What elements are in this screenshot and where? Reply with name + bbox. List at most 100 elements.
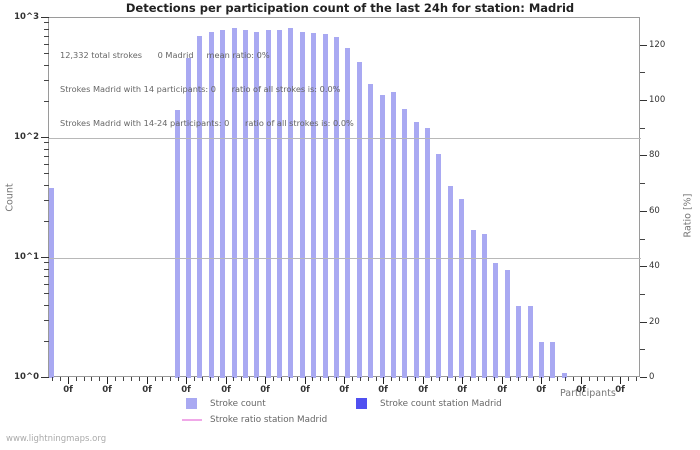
bar — [550, 342, 555, 378]
y-axis-minor-tick — [44, 53, 49, 54]
x-axis-tick-label: 0f — [142, 385, 152, 395]
x-axis-minor-tick — [312, 377, 313, 381]
y2-axis-major-tick — [640, 45, 647, 46]
x-axis-minor-tick — [533, 377, 534, 381]
chart-legend: Stroke count Stroke count station Madrid… — [0, 394, 700, 430]
x-axis-minor-tick — [597, 377, 598, 381]
x-axis-minor-tick — [486, 377, 487, 381]
bar — [505, 270, 510, 378]
x-axis-minor-tick — [360, 377, 361, 381]
x-axis-major-tick — [423, 377, 424, 384]
x-axis-minor-tick — [131, 377, 132, 381]
x-axis-minor-tick — [60, 377, 61, 381]
y2-axis-tick-label: 60 — [649, 206, 660, 216]
x-axis-major-tick — [186, 377, 187, 384]
bar — [414, 122, 419, 378]
y-axis-minor-tick — [44, 156, 49, 157]
y-axis-minor-tick — [44, 44, 49, 45]
y2-axis-tick-label: 0 — [649, 372, 655, 382]
bar — [539, 342, 544, 378]
x-axis-tick-labels: 0f 0f 0f 0f 0f 0f 0f 0f 0f 0f 0f 0f 0f 0f 0f — [0, 385, 700, 399]
y-axis-minor-tick — [44, 29, 49, 30]
x-axis-tick-label: 0f — [339, 385, 349, 395]
x-axis-tick-label: 0f — [221, 385, 231, 395]
bar — [49, 188, 54, 378]
bar — [220, 30, 225, 378]
y-axis-major-tick — [41, 257, 49, 258]
y2-axis-minor-tick — [640, 72, 645, 73]
x-axis-major-tick — [344, 377, 345, 384]
x-axis-minor-tick — [170, 377, 171, 381]
legend-label-stroke-count-station: Stroke count station Madrid — [380, 399, 502, 409]
x-axis-major-tick — [305, 377, 306, 384]
x-axis-minor-tick — [257, 377, 258, 381]
bar — [528, 306, 533, 378]
y-axis-minor-tick — [44, 305, 49, 306]
x-axis-minor-tick — [565, 377, 566, 381]
bar-series-stroke-count — [49, 18, 641, 378]
x-axis-minor-tick — [636, 377, 637, 381]
x-axis-minor-tick — [249, 377, 250, 381]
y-axis-minor-tick — [44, 80, 49, 81]
y2-axis-tick-label: 100 — [649, 95, 666, 105]
bar — [493, 263, 498, 378]
x-axis-minor-tick — [202, 377, 203, 381]
y-axis-minor-tick — [44, 276, 49, 277]
annotation-block: 12,332 total strokes 0 Madrid mean ratio… — [60, 28, 480, 151]
x-axis-minor-tick — [557, 377, 558, 381]
annotation-line-1: 12,332 total strokes 0 Madrid mean ratio… — [60, 50, 270, 61]
bar — [277, 30, 282, 378]
x-axis-label: Participants — [560, 388, 616, 399]
y2-axis-label: Ratio [%] — [682, 193, 694, 238]
x-axis-tick-label: 0f — [102, 385, 112, 395]
y2-axis-tick-label: 40 — [649, 261, 660, 271]
x-axis-minor-tick — [84, 377, 85, 381]
x-axis-major-tick — [502, 377, 503, 384]
x-axis-minor-tick — [162, 377, 163, 381]
bar — [243, 30, 248, 378]
x-axis-tick-label: 0f — [536, 385, 546, 395]
gridline — [49, 138, 641, 139]
x-axis-minor-tick — [178, 377, 179, 381]
y-axis-right: 120 100 80 60 40 20 0 — [640, 0, 700, 394]
x-axis-minor-tick — [431, 377, 432, 381]
y2-axis-major-tick — [640, 211, 647, 212]
x-axis-major-tick — [383, 377, 384, 384]
x-axis-minor-tick — [352, 377, 353, 381]
watermark: www.lightningmaps.org — [6, 434, 107, 444]
x-axis-minor-tick — [76, 377, 77, 381]
bar — [209, 32, 214, 378]
y2-axis-minor-tick — [640, 294, 645, 295]
bar — [357, 62, 362, 378]
x-axis-minor-tick — [470, 377, 471, 381]
y-axis-tick-label: 10^0 — [14, 372, 39, 382]
x-axis-tick-label: 0f — [576, 385, 586, 395]
legend-label-stroke-count: Stroke count — [210, 399, 266, 409]
bar — [266, 30, 271, 378]
x-axis-tick-label: 0f — [378, 385, 388, 395]
legend-swatch-stroke-count — [186, 398, 197, 409]
annotation-line-2: Strokes Madrid with 14 participants: 0 r… — [60, 84, 341, 94]
x-axis-minor-tick — [139, 377, 140, 381]
x-axis-minor-tick — [518, 377, 519, 381]
x-axis-minor-tick — [549, 377, 550, 381]
y-axis-minor-tick — [44, 36, 49, 37]
x-axis-minor-tick — [336, 377, 337, 381]
x-axis-minor-tick — [99, 377, 100, 381]
x-axis-tick-label: 0f — [497, 385, 507, 395]
y-axis-minor-tick — [44, 164, 49, 165]
y-axis-minor-tick — [44, 200, 49, 201]
x-axis-tick-label: 0f — [300, 385, 310, 395]
x-axis-tick-label: 0f — [615, 385, 625, 395]
x-axis-minor-tick — [628, 377, 629, 381]
x-axis-minor-tick — [218, 377, 219, 381]
x-axis-minor-tick — [155, 377, 156, 381]
x-axis-minor-tick — [289, 377, 290, 381]
y2-axis-tick-label: 20 — [649, 317, 660, 327]
x-axis-minor-tick — [391, 377, 392, 381]
x-axis-minor-tick — [328, 377, 329, 381]
x-axis-minor-tick — [320, 377, 321, 381]
x-axis-tick-label: 0f — [457, 385, 467, 395]
y2-axis-minor-tick — [640, 128, 645, 129]
x-axis-minor-tick — [241, 377, 242, 381]
